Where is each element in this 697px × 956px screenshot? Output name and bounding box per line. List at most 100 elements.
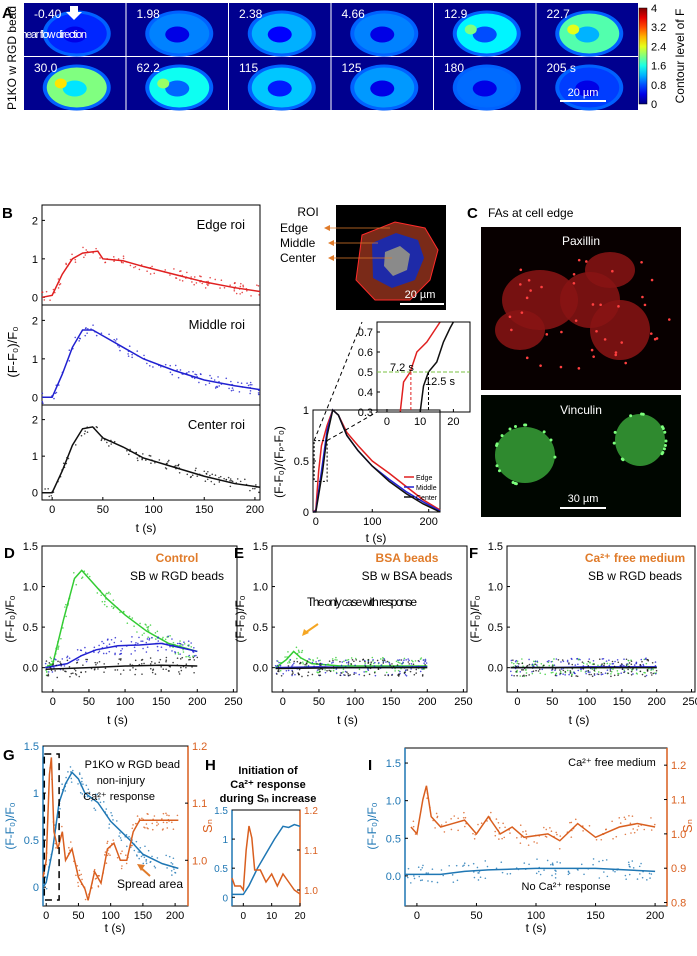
data-point	[391, 674, 393, 676]
data-point	[239, 480, 242, 483]
data-point	[55, 391, 58, 394]
data-point	[477, 872, 479, 874]
data-point	[126, 845, 128, 848]
data-point	[335, 672, 338, 675]
data-point	[46, 674, 49, 677]
data-point	[171, 863, 174, 865]
data-point	[372, 659, 374, 661]
data-point	[149, 860, 152, 863]
data-point	[623, 816, 626, 819]
y-tick-label: 0.5	[253, 622, 268, 634]
focal-adhesion	[663, 443, 667, 447]
data-point	[154, 638, 157, 640]
data-point	[414, 660, 417, 662]
data-point	[103, 854, 106, 856]
data-point	[518, 662, 520, 665]
data-point	[552, 864, 554, 866]
data-point	[141, 634, 144, 636]
data-point	[195, 654, 197, 657]
hotspot	[464, 24, 477, 35]
data-point	[287, 665, 290, 667]
y-tick-label: 0	[33, 882, 39, 894]
data-point	[501, 871, 504, 874]
y-tick-label: 1.5	[23, 541, 38, 553]
data-point	[627, 861, 630, 864]
chart-B-edge: 0 1 2 Edge roi	[32, 204, 261, 306]
data-point	[455, 864, 458, 867]
data-point	[650, 668, 653, 670]
heatmap-tile: 4.66	[331, 3, 433, 57]
data-point	[525, 833, 528, 835]
data-point	[628, 665, 630, 668]
data-point	[556, 861, 558, 863]
data-point	[145, 862, 148, 865]
y-tick-label: 1.0	[488, 582, 503, 594]
data-point	[559, 669, 561, 671]
data-point	[317, 660, 320, 662]
data-point	[628, 863, 630, 866]
data-point	[47, 671, 50, 673]
data-point	[128, 615, 131, 618]
focal-adhesion	[663, 430, 667, 434]
data-point	[95, 663, 97, 666]
cell-center	[267, 80, 292, 97]
data-point	[534, 663, 537, 666]
data-point	[408, 659, 410, 662]
data-point	[604, 672, 607, 674]
data-point	[570, 836, 573, 838]
data-point	[319, 662, 322, 665]
data-point	[41, 400, 44, 403]
data-point	[309, 658, 312, 661]
data-point	[282, 672, 285, 675]
focal-adhesion	[524, 423, 528, 427]
data-point	[407, 867, 410, 870]
data-point	[156, 857, 159, 859]
data-point	[421, 668, 423, 670]
panel-label-A: A	[2, 5, 13, 22]
data-point	[291, 665, 293, 667]
data-point	[148, 365, 151, 367]
data-point	[257, 285, 260, 287]
data-point	[332, 659, 334, 662]
data-point	[340, 664, 343, 667]
focal-adhesion	[508, 315, 512, 319]
data-point	[562, 660, 565, 663]
data-point	[95, 334, 98, 337]
data-point	[103, 603, 106, 606]
data-point	[318, 668, 320, 671]
heatmap-tile: 205 s	[536, 57, 638, 111]
heatmap-tile: 22.7	[536, 3, 638, 57]
data-point	[164, 363, 167, 366]
focal-adhesion	[649, 332, 653, 335]
data-point	[151, 855, 153, 858]
data-point	[193, 276, 196, 278]
data-point	[240, 282, 242, 285]
data-point	[169, 364, 172, 367]
data-point	[608, 659, 610, 661]
data-point	[525, 669, 527, 671]
data-point	[554, 873, 557, 875]
data-point	[600, 672, 603, 674]
data-point	[623, 658, 625, 660]
data-point	[616, 659, 619, 661]
data-point	[199, 275, 201, 277]
data-point	[86, 573, 89, 575]
x-axis-label: t (s)	[107, 713, 128, 727]
data-point	[559, 670, 562, 673]
data-point	[74, 258, 77, 261]
data-point	[51, 671, 54, 673]
data-point	[425, 872, 428, 874]
data-point	[301, 649, 304, 652]
x-tick-label: 20	[294, 911, 306, 922]
y-axis-label: (F-F₀)/F₀	[468, 595, 482, 642]
data-point	[165, 659, 168, 662]
data-point	[627, 668, 629, 671]
data-point	[582, 662, 585, 665]
data-point	[305, 662, 308, 664]
data-point	[78, 874, 81, 877]
data-point	[90, 799, 93, 802]
focal-adhesion	[650, 278, 654, 282]
data-point	[59, 661, 61, 663]
x-tick-label: 150	[586, 910, 604, 922]
data-point	[133, 625, 135, 628]
